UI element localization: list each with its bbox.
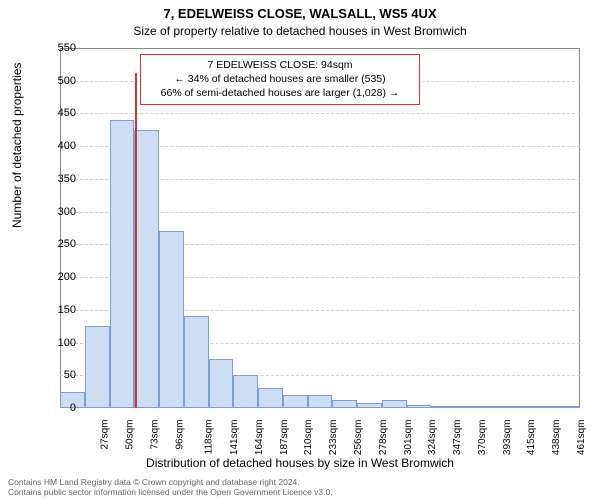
footer-attribution: Contains HM Land Registry data © Crown c… bbox=[8, 477, 333, 498]
xtick-label: 438sqm bbox=[551, 420, 562, 456]
xtick-label: 324sqm bbox=[427, 420, 438, 456]
histogram-bar bbox=[258, 388, 283, 408]
chart-title-line2: Size of property relative to detached ho… bbox=[0, 24, 600, 38]
xtick-label: 118sqm bbox=[204, 420, 215, 455]
ytick-label: 550 bbox=[58, 42, 76, 54]
xtick-label: 210sqm bbox=[304, 420, 315, 456]
reference-line bbox=[135, 73, 137, 408]
chart-container: 7, EDELWEISS CLOSE, WALSALL, WS5 4UX Siz… bbox=[0, 0, 600, 500]
ytick-label: 50 bbox=[64, 369, 76, 381]
ytick-label: 400 bbox=[58, 140, 76, 152]
chart-title-line1: 7, EDELWEISS CLOSE, WALSALL, WS5 4UX bbox=[0, 6, 600, 21]
histogram-bar bbox=[456, 406, 481, 408]
xtick-label: 461sqm bbox=[576, 420, 587, 456]
histogram-bar bbox=[407, 405, 432, 408]
y-axis-label: Number of detached properties bbox=[10, 63, 24, 228]
histogram-bar bbox=[110, 120, 135, 408]
histogram-bar bbox=[332, 400, 357, 408]
histogram-bar bbox=[209, 359, 234, 408]
histogram-bar bbox=[357, 403, 382, 408]
annotation-line2: ← 34% of detached houses are smaller (53… bbox=[149, 72, 411, 86]
annotation-line3: 66% of semi-detached houses are larger (… bbox=[149, 86, 411, 100]
xtick-label: 393sqm bbox=[502, 420, 513, 456]
annotation-line1: 7 EDELWEISS CLOSE: 94sqm bbox=[149, 58, 411, 72]
footer-line1: Contains HM Land Registry data © Crown c… bbox=[8, 477, 333, 488]
xtick-label: 164sqm bbox=[254, 420, 265, 456]
xtick-label: 50sqm bbox=[125, 420, 136, 450]
annotation-box: 7 EDELWEISS CLOSE: 94sqm ← 34% of detach… bbox=[140, 54, 420, 105]
grid-line bbox=[60, 113, 580, 114]
ytick-label: 300 bbox=[58, 206, 76, 218]
histogram-bar bbox=[233, 375, 258, 408]
x-axis-label: Distribution of detached houses by size … bbox=[0, 456, 600, 470]
xtick-label: 415sqm bbox=[526, 420, 537, 456]
xtick-label: 187sqm bbox=[279, 420, 290, 456]
ytick-label: 250 bbox=[58, 238, 76, 250]
footer-line2: Contains public sector information licen… bbox=[8, 487, 333, 498]
histogram-bar bbox=[555, 406, 580, 408]
ytick-label: 100 bbox=[58, 337, 76, 349]
ytick-label: 200 bbox=[58, 271, 76, 283]
xtick-label: 233sqm bbox=[328, 420, 339, 456]
xtick-label: 256sqm bbox=[353, 420, 364, 456]
ytick-label: 450 bbox=[58, 107, 76, 119]
xtick-label: 278sqm bbox=[378, 420, 389, 456]
histogram-bar bbox=[184, 316, 209, 408]
xtick-label: 27sqm bbox=[100, 420, 111, 450]
histogram-bar bbox=[159, 231, 184, 408]
xtick-label: 73sqm bbox=[149, 420, 160, 450]
xtick-label: 370sqm bbox=[477, 420, 488, 456]
xtick-label: 301sqm bbox=[403, 420, 414, 456]
histogram-bar bbox=[481, 406, 506, 408]
ytick-label: 150 bbox=[58, 304, 76, 316]
xtick-label: 96sqm bbox=[174, 420, 185, 450]
histogram-bar bbox=[530, 406, 555, 408]
ytick-label: 0 bbox=[70, 402, 76, 414]
histogram-bar bbox=[85, 326, 110, 408]
ytick-label: 500 bbox=[58, 75, 76, 87]
xtick-label: 141sqm bbox=[229, 420, 240, 456]
histogram-bar bbox=[134, 130, 159, 408]
xtick-label: 347sqm bbox=[452, 420, 463, 456]
histogram-bar bbox=[506, 406, 531, 408]
histogram-bar bbox=[283, 395, 308, 408]
ytick-label: 350 bbox=[58, 173, 76, 185]
histogram-bar bbox=[308, 395, 333, 408]
histogram-bar bbox=[431, 406, 456, 408]
histogram-bar bbox=[382, 400, 407, 408]
